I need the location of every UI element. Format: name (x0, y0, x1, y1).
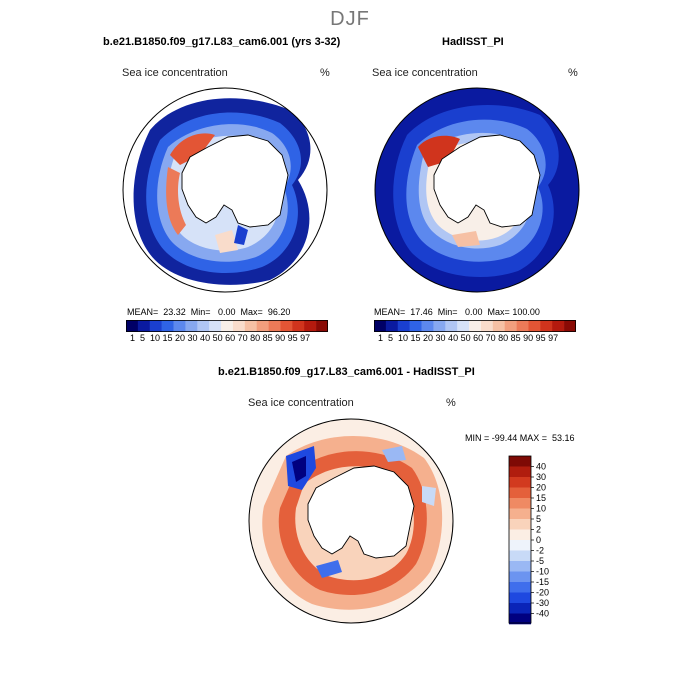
colorbar-tick-label: -15 (536, 577, 549, 587)
panel2-variable-label: Sea ice concentration (372, 67, 478, 79)
colorbar-swatch (552, 320, 565, 332)
colorbar-tick-label: -20 (536, 588, 549, 598)
panel3-title: b.e21.B1850.f09_g17.L83_cam6.001 - HadIS… (218, 366, 475, 378)
colorbar-swatch (221, 320, 234, 332)
colorbar-swatch (509, 603, 531, 614)
panel2-map (374, 87, 580, 293)
colorbar-swatch (421, 320, 434, 332)
colorbar-tick-label: -10 (536, 567, 549, 577)
colorbar-swatch (409, 320, 422, 332)
colorbar-tick-label: 2 (536, 525, 541, 535)
panel3-variable-label: Sea ice concentration (248, 397, 354, 409)
colorbar-swatch (509, 508, 531, 520)
panel2-stats: MEAN= 17.46 Min= 0.00 Max= 100.00 (374, 307, 540, 317)
panel1-stats: MEAN= 23.32 Min= 0.00 Max= 96.20 (127, 307, 291, 317)
colorbar-tick-label: -5 (536, 556, 544, 566)
panel2-units-label: % (568, 67, 578, 79)
colorbar-swatch (256, 320, 269, 332)
page-title: DJF (330, 8, 370, 30)
panel1-colorbar (126, 320, 328, 332)
colorbar-swatch (509, 561, 531, 572)
colorbar-swatch (509, 529, 531, 541)
panel3-stats: MIN = -99.44 MAX = 53.16 (465, 433, 575, 443)
colorbar-swatch (504, 320, 517, 332)
colorbar-swatch (509, 487, 531, 499)
panel1-map (122, 87, 328, 293)
colorbar-swatch (197, 320, 210, 332)
colorbar-swatch (509, 466, 531, 478)
panel3-antarctica-outline (307, 465, 415, 559)
colorbar-swatch (540, 320, 553, 332)
colorbar-swatch (280, 320, 293, 332)
colorbar-swatch (509, 592, 531, 604)
colorbar-swatch (457, 320, 470, 332)
panel1-units-label: % (320, 67, 330, 79)
panel1-antarctica-outline (181, 134, 289, 228)
panel1-title: b.e21.B1850.f09_g17.L83_cam6.001 (yrs 3-… (103, 36, 341, 48)
colorbar-swatch (244, 320, 258, 332)
colorbar-swatch (397, 320, 410, 332)
colorbar-tick-label: -30 (536, 598, 549, 608)
colorbar-tick-label: 10 (536, 504, 546, 514)
colorbar-swatch (564, 320, 576, 332)
colorbar-swatch (185, 320, 198, 332)
colorbar-swatch (492, 320, 506, 332)
colorbar-swatch (126, 320, 139, 332)
colorbar-swatch (433, 320, 446, 332)
panel1-colorbar-ticks: 1 5 10 15 20 30 40 50 60 70 80 85 90 95 … (130, 333, 311, 343)
colorbar-swatch (509, 519, 531, 530)
colorbar-swatch (445, 320, 458, 332)
colorbar-swatch (149, 320, 162, 332)
colorbar-swatch (374, 320, 387, 332)
colorbar-swatch (173, 320, 186, 332)
colorbar-swatch (268, 320, 281, 332)
colorbar-swatch (304, 320, 317, 332)
colorbar-tick-label: 5 (536, 514, 541, 524)
colorbar-swatch (161, 320, 174, 332)
colorbar-swatch (516, 320, 529, 332)
colorbar-swatch (509, 582, 531, 593)
colorbar-swatch (209, 320, 222, 332)
colorbar-swatch (509, 540, 531, 551)
colorbar-swatch (528, 320, 541, 332)
panel2-antarctica-outline (433, 134, 541, 228)
colorbar-swatch (509, 456, 531, 467)
colorbar-swatch (509, 477, 531, 488)
panel3-map (248, 418, 454, 624)
colorbar-swatch (385, 320, 399, 332)
panel2-colorbar (374, 320, 576, 332)
colorbar-swatch (509, 613, 531, 625)
colorbar-tick-label: -40 (536, 609, 549, 619)
colorbar-tick-label: 15 (536, 493, 546, 503)
panel2-colorbar-ticks: 1 5 10 15 20 30 40 50 60 70 80 85 90 95 … (378, 333, 559, 343)
colorbar-swatch (316, 320, 328, 332)
colorbar-tick-label: 0 (536, 535, 541, 545)
colorbar-tick-label: 20 (536, 483, 546, 493)
colorbar-tick-label: 40 (536, 462, 546, 472)
colorbar-swatch (137, 320, 151, 332)
panel2-title: HadISST_PI (442, 36, 504, 48)
panel3-units-label: % (446, 397, 456, 409)
colorbar-swatch (509, 498, 531, 509)
colorbar-swatch (232, 320, 246, 332)
colorbar-swatch (480, 320, 494, 332)
colorbar-tick-label: 30 (536, 472, 546, 482)
colorbar-swatch (509, 550, 531, 562)
panel1-variable-label: Sea ice concentration (122, 67, 228, 79)
colorbar-tick-label: -2 (536, 546, 544, 556)
colorbar-swatch (509, 571, 531, 583)
colorbar-swatch (292, 320, 305, 332)
colorbar-swatch (469, 320, 482, 332)
